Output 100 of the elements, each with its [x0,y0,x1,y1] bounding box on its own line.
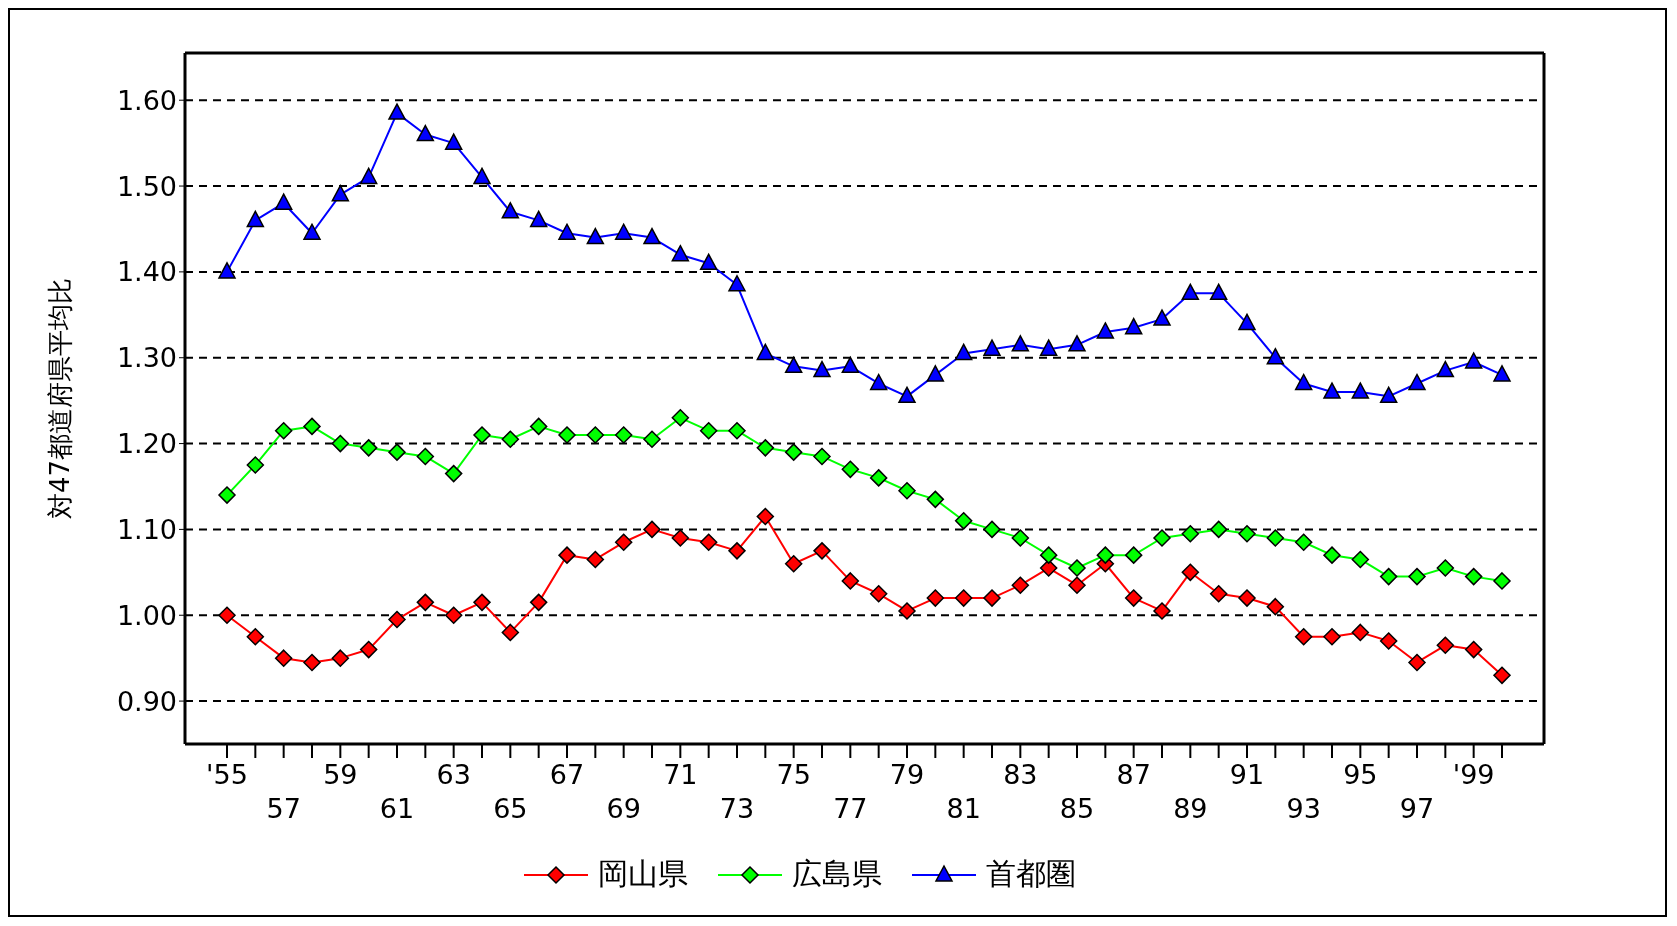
point [1493,666,1511,685]
x-tick-label: 81 [946,793,981,824]
x-tick-label: 67 [549,759,585,790]
point [756,343,775,361]
point [558,223,576,241]
point [643,520,661,539]
point [1323,627,1341,646]
point [1238,589,1256,607]
point [1068,559,1086,577]
point [359,167,378,185]
point [869,585,888,603]
point [274,421,293,440]
legend-label: 岡山県 [598,855,688,893]
y-tick-label: 1.00 [116,599,177,631]
legend-label: 首都圏 [986,855,1076,893]
point [1379,632,1398,650]
point [813,542,831,560]
point [1408,567,1426,586]
x-tick-label: 71 [663,759,698,790]
point [1096,322,1115,339]
point [416,593,435,612]
point [1181,524,1200,543]
point [1408,653,1426,672]
point [558,426,576,444]
point [926,589,945,607]
point [586,227,605,245]
x-tick-label: 75 [776,759,811,790]
point [1436,636,1455,655]
x-tick-label: 79 [889,759,925,790]
point [728,542,746,560]
point [898,482,916,500]
point [1464,352,1483,369]
x-tick-label: 57 [266,793,301,824]
point [359,439,378,457]
point [303,223,321,241]
point [246,456,265,474]
point [756,507,775,526]
point [1209,585,1228,603]
point [444,464,463,483]
point [331,184,350,202]
point [1266,597,1285,616]
point [1238,313,1256,331]
point [954,343,973,361]
x-tick-label: 61 [379,793,415,824]
point [1323,546,1341,564]
x-tick-label: 65 [493,793,528,824]
point [1408,373,1426,391]
point [841,460,860,479]
point [1493,572,1511,590]
point [841,572,860,590]
point [671,409,690,427]
legend-label: 広島県 [792,855,882,893]
point [1379,386,1398,404]
point [444,133,463,150]
y-tick-label: 1.30 [116,342,177,374]
point [303,653,321,672]
point [444,606,463,624]
point [1351,550,1370,569]
point [1266,347,1285,365]
point [1153,529,1171,547]
point [331,649,350,667]
point [274,649,293,667]
x-tick-label: 91 [1229,759,1265,790]
point [784,443,803,461]
point [388,443,406,461]
point [1238,524,1256,543]
point [614,223,633,241]
point [1294,533,1313,552]
x-tick-label: 73 [719,793,755,824]
point [869,373,888,391]
point [983,339,1001,356]
point [388,610,406,629]
point [1323,382,1341,399]
x-tick-label: 93 [1286,793,1321,824]
point [1351,623,1370,642]
point [246,210,265,228]
point [1039,546,1058,564]
point [784,356,803,374]
point [1351,382,1370,399]
point [1153,602,1171,620]
point [529,593,548,612]
point [699,421,718,440]
point [643,227,661,245]
point [1436,559,1455,577]
point [218,486,236,504]
x-tick-label: '99 [1452,759,1495,790]
point [1379,567,1398,586]
y-tick-label: 0.90 [116,685,177,717]
point [898,602,916,620]
point [388,103,406,120]
point [416,447,435,466]
point [671,529,690,547]
point [1294,373,1313,391]
point [473,593,491,612]
point [1294,627,1313,646]
point [1436,360,1455,378]
x-tick-label: 97 [1399,793,1435,824]
point [218,262,236,279]
x-tick-label: 89 [1173,793,1208,824]
point [1464,567,1483,586]
